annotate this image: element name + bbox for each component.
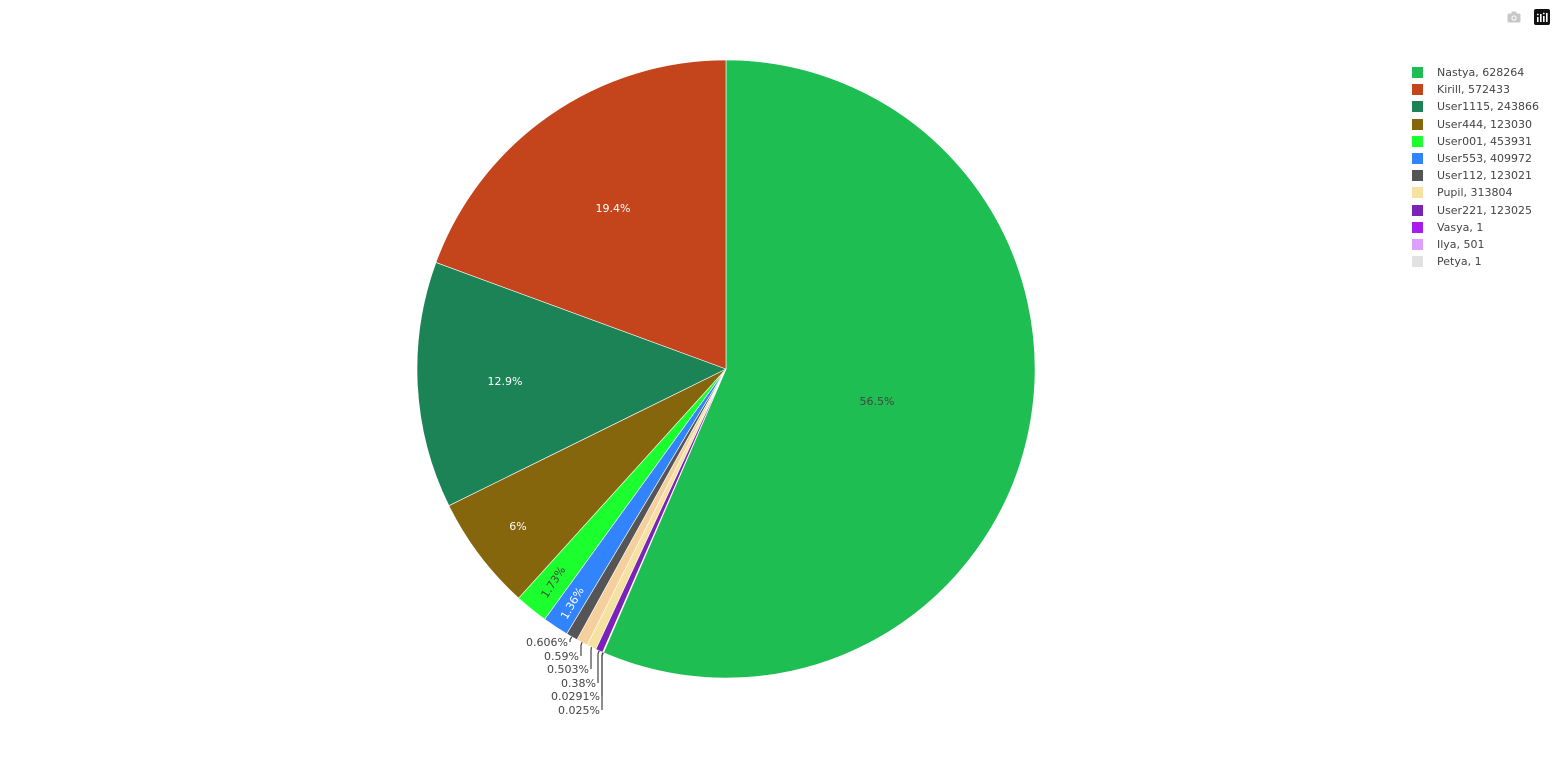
legend-swatch bbox=[1412, 84, 1423, 96]
slice-label: 0.0291% bbox=[551, 690, 600, 703]
pie-slice[interactable] bbox=[416, 262, 727, 507]
legend-swatch bbox=[1412, 67, 1423, 79]
label-leader-line bbox=[569, 636, 573, 642]
label-leader-line bbox=[601, 652, 604, 696]
camera-icon[interactable] bbox=[1504, 8, 1524, 26]
legend-swatch bbox=[1412, 153, 1423, 165]
legend-item[interactable]: User112, 123021 bbox=[1412, 167, 1539, 184]
legend-swatch bbox=[1412, 118, 1423, 130]
legend-label: User553, 409972 bbox=[1437, 152, 1533, 166]
legend-swatch bbox=[1412, 204, 1423, 216]
slice-label: 6% bbox=[509, 520, 526, 533]
legend-item[interactable]: Pupil, 313804 bbox=[1412, 184, 1539, 201]
legend-swatch bbox=[1412, 256, 1423, 268]
legend-label: Petya, 1 bbox=[1437, 255, 1482, 269]
legend-item[interactable]: Vasya, 1 bbox=[1412, 219, 1539, 236]
legend-label: User112, 123021 bbox=[1437, 169, 1533, 183]
modebar bbox=[1504, 8, 1552, 26]
slice-label: 56.5% bbox=[860, 395, 895, 408]
legend-label: Ilya, 501 bbox=[1437, 237, 1485, 251]
slice-label: 0.606% bbox=[526, 636, 568, 649]
legend-item[interactable]: User553, 409972 bbox=[1412, 150, 1539, 167]
legend-swatch bbox=[1412, 187, 1423, 199]
legend-swatch bbox=[1412, 135, 1423, 147]
legend-item[interactable]: User444, 123030 bbox=[1412, 116, 1539, 133]
legend-swatch bbox=[1412, 101, 1423, 113]
legend-swatch bbox=[1412, 221, 1423, 233]
slice-label: 19.4% bbox=[596, 202, 631, 215]
slice-label: 0.38% bbox=[561, 677, 596, 690]
legend: Nastya, 628264 Kirill, 572433 User1115, 24… bbox=[1412, 64, 1539, 270]
legend-item[interactable]: Ilya, 501 bbox=[1412, 236, 1539, 253]
slice-label: 0.59% bbox=[544, 650, 579, 663]
slice-label: 0.503% bbox=[547, 663, 589, 676]
legend-item[interactable]: Nastya, 628264 bbox=[1412, 64, 1539, 81]
legend-label: User1115, 243866 bbox=[1437, 100, 1540, 114]
legend-label: Pupil, 313804 bbox=[1437, 186, 1513, 200]
legend-swatch bbox=[1412, 170, 1423, 182]
legend-item[interactable]: Petya, 1 bbox=[1412, 253, 1539, 270]
label-leader-line bbox=[597, 650, 600, 683]
legend-label: User221, 123025 bbox=[1437, 203, 1533, 217]
pie-slice[interactable] bbox=[603, 59, 1036, 679]
legend-item[interactable]: User1115, 243866 bbox=[1412, 98, 1539, 115]
label-leader-line bbox=[580, 642, 583, 656]
legend-item[interactable]: User221, 123025 bbox=[1412, 202, 1539, 219]
legend-item[interactable]: Kirill, 572433 bbox=[1412, 81, 1539, 98]
legend-label: Vasya, 1 bbox=[1437, 220, 1484, 234]
legend-item[interactable]: User001, 453931 bbox=[1412, 133, 1539, 150]
slice-label: 12.9% bbox=[488, 375, 523, 388]
legend-swatch bbox=[1412, 238, 1423, 250]
legend-label: User001, 453931 bbox=[1437, 134, 1533, 148]
legend-label: Kirill, 572433 bbox=[1437, 83, 1510, 97]
pie-slice[interactable] bbox=[435, 59, 727, 370]
slice-label: 0.025% bbox=[558, 704, 600, 717]
plotly-logo-icon[interactable] bbox=[1532, 8, 1552, 26]
legend-label: Nastya, 628264 bbox=[1437, 66, 1525, 80]
legend-label: User444, 123030 bbox=[1437, 117, 1533, 131]
